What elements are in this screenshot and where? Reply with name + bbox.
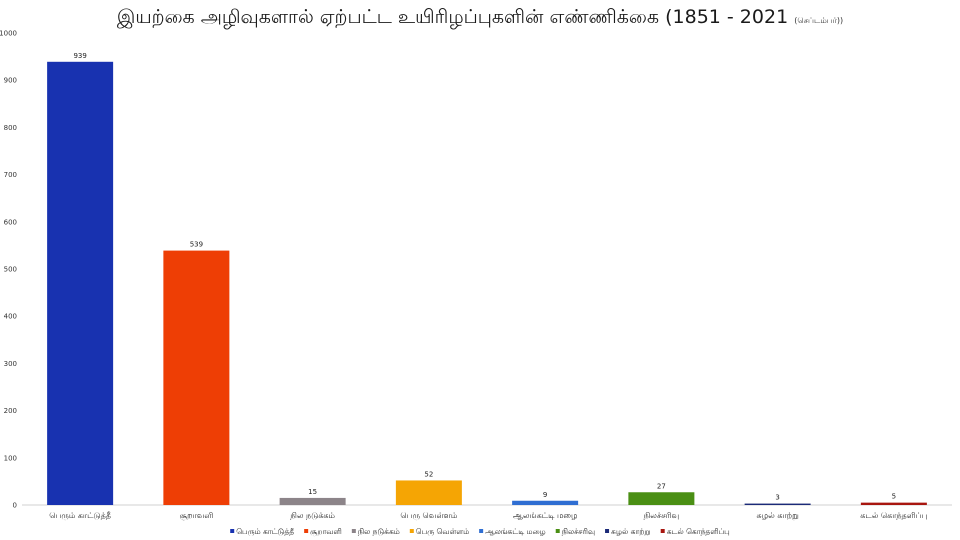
chart-title: இயற்கை அழிவுகளால் ஏற்பட்ட உயிரிழப்புகளின… [0,6,960,31]
legend-label: பெரு வெள்ளம் [416,527,469,537]
bar [279,497,346,505]
legend-label: சுழல் காற்று [611,527,651,537]
data-label: 5 [892,493,896,501]
legend-swatch [479,529,484,533]
chart-title-text: இயற்கை அழிவுகளால் ஏற்பட்ட உயிரிழப்புகளின… [116,6,789,28]
x-tick-label: சுழல் காற்று [756,511,798,521]
bar [744,503,811,505]
x-tick-label: நிலச்சரிவு [644,511,680,520]
bar [628,492,695,505]
legend-label: கடல் கொந்தளிப்பு [667,527,730,536]
data-label: 539 [190,241,203,249]
y-tick-label: 1000 [0,30,17,38]
legend-swatch [304,529,309,533]
legend-swatch [230,529,235,533]
y-tick-label: 300 [4,360,17,368]
y-tick-label: 500 [4,266,17,274]
data-label: 15 [308,488,317,496]
x-tick-label: ஆலங்கட்டி மழை [513,511,578,520]
bar [47,61,114,506]
legend-swatch [351,529,356,533]
y-tick-label: 0 [13,502,17,510]
legend-label: ஆலங்கட்டி மழை [485,527,546,536]
legend-swatch [409,529,414,533]
x-tick-label: சூறாவளி [179,511,213,521]
chart-subtitle: (செப்டம்பர்)) [794,16,844,25]
data-label: 9 [543,491,547,499]
bar [512,500,579,505]
x-tick-label: கடல் கொந்தளிப்பு [860,511,927,520]
legend-label: சூறாவளி [310,527,342,537]
x-tick-label: பெரு வெள்ளம் [400,511,457,521]
data-label: 939 [73,52,86,60]
bar [395,480,462,505]
data-label: 3 [775,494,779,502]
y-tick-label: 200 [4,407,17,415]
y-tick-label: 800 [4,124,17,132]
x-tick-label: பெரும் காட்டுத்தீ [49,511,111,521]
x-tick-label: நில நடுக்கம் [290,511,335,520]
y-tick-label: 100 [4,454,17,462]
bar [163,250,230,505]
y-tick-label: 700 [4,171,17,179]
legend-swatch [555,529,560,533]
legend-label: பெரும் காட்டுத்தீ [236,527,294,537]
legend-swatch [605,529,610,533]
y-tick-label: 600 [4,218,17,226]
bar [860,502,927,505]
data-label: 52 [424,470,433,478]
y-tick-label: 900 [4,77,17,85]
legend-label: நில நடுக்கம் [358,527,400,536]
legend-swatch [660,529,665,533]
y-tick-label: 400 [4,313,17,321]
legend-label: நிலச்சரிவு [562,527,595,536]
data-label: 27 [657,482,666,490]
